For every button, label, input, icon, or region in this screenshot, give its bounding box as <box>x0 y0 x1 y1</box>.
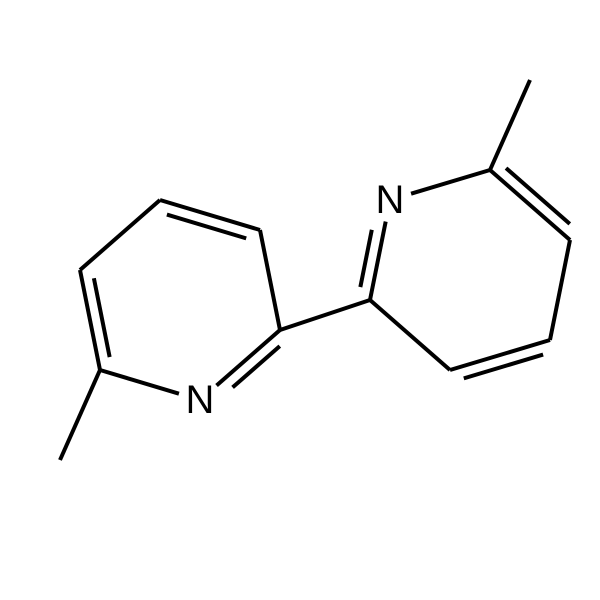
bond <box>411 170 490 194</box>
bond <box>490 170 570 240</box>
bond <box>100 370 179 394</box>
bond <box>506 168 570 224</box>
bond <box>167 215 246 239</box>
atom-label: N <box>376 178 405 222</box>
bond <box>260 230 280 330</box>
bond <box>370 300 450 370</box>
bond <box>550 240 570 340</box>
bond <box>360 230 371 287</box>
bond <box>60 370 100 460</box>
bond <box>490 80 530 170</box>
bond <box>464 355 543 379</box>
atom-label: N <box>186 378 215 422</box>
bond <box>280 300 370 330</box>
bond <box>80 200 160 270</box>
bond <box>217 330 280 386</box>
molecule-diagram: NN <box>0 0 600 600</box>
